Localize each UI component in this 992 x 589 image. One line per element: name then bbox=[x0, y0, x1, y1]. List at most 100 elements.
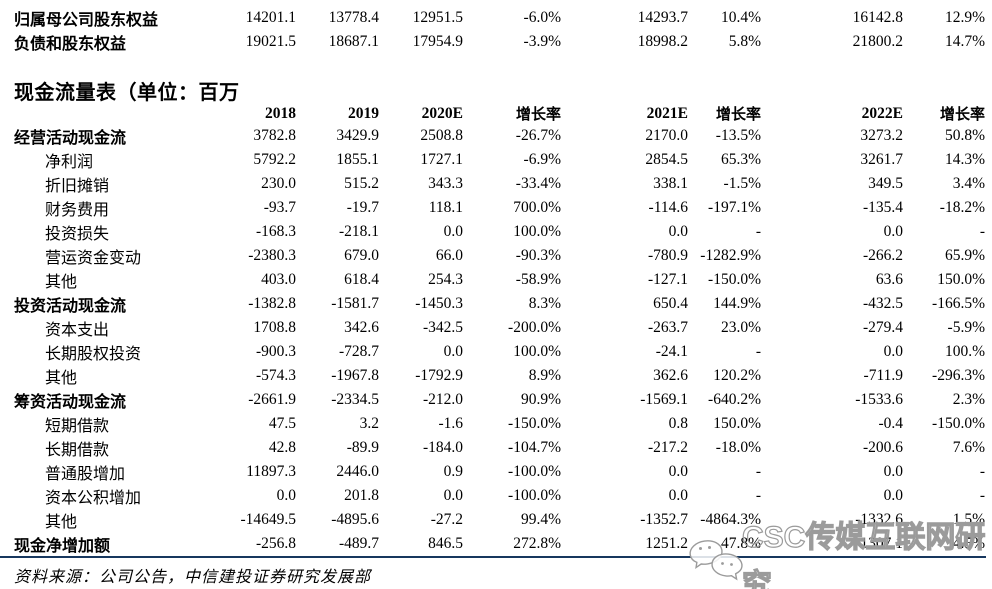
cell-value: -150.0% bbox=[932, 415, 985, 432]
cell-value: 65.3% bbox=[720, 151, 761, 168]
cell-value: 50.8% bbox=[944, 127, 985, 144]
cell-value: 0.0 bbox=[276, 487, 296, 504]
cell-value: -1792.9 bbox=[415, 367, 463, 384]
cell-value: -0.4 bbox=[878, 415, 903, 432]
cell-value: 2446.0 bbox=[336, 463, 379, 480]
row-label: 普通股增加 bbox=[45, 466, 126, 483]
cell-value: 42.8 bbox=[268, 439, 296, 456]
cell-value: 3.4% bbox=[952, 175, 985, 192]
cell-value: -1569.1 bbox=[640, 391, 688, 408]
cell-value: 66.0 bbox=[435, 247, 463, 264]
cell-value: -489.7 bbox=[338, 535, 379, 552]
table-row: 净利润 5792.2 1855.1 1727.1 -6.9% 2854.5 65.3% 326… bbox=[14, 148, 985, 172]
cell-value: 47.8% bbox=[720, 535, 761, 552]
cell-value: 7.6% bbox=[952, 439, 985, 456]
cell-value: -574.3 bbox=[255, 367, 296, 384]
row-label: 其他 bbox=[45, 274, 78, 291]
cell-value: 650.4 bbox=[653, 295, 688, 312]
row-label: 资本支出 bbox=[45, 322, 110, 339]
cell-value: -1352.7 bbox=[640, 511, 688, 528]
cell-value: 18998.2 bbox=[637, 33, 688, 50]
cell-value: 18687.1 bbox=[328, 33, 379, 50]
cell-value: -200.6 bbox=[862, 439, 903, 456]
source-footnote: 资料来源：公司公告，中信建投证券研究发展部 bbox=[14, 569, 372, 586]
cell-value: -2661.9 bbox=[248, 391, 296, 408]
row-label: 资本公积增加 bbox=[45, 490, 142, 507]
cell-value: 1708.8 bbox=[253, 319, 296, 336]
row-label: 投资损失 bbox=[45, 226, 110, 243]
cell-value: 272.8% bbox=[513, 535, 561, 552]
cell-value: 100.0% bbox=[513, 343, 561, 360]
table-row: 长期股权投资 -900.3 -728.7 0.0 100.0% -24.1 - 0.0 100.… bbox=[14, 340, 985, 364]
table-row: 短期借款 47.5 3.2 -1.6 -150.0% 0.8 150.0% -0.4 -150.… bbox=[14, 412, 985, 436]
cell-value: 5792.2 bbox=[253, 151, 296, 168]
cell-value: -5.9% bbox=[947, 319, 985, 336]
cell-value: 700.0% bbox=[513, 199, 561, 216]
cell-value: 150.0% bbox=[937, 271, 985, 288]
cell-value: 362.6 bbox=[653, 367, 688, 384]
cell-value: 2508.8 bbox=[420, 127, 463, 144]
cell-value: -266.2 bbox=[862, 247, 903, 264]
cell-value: -18.0% bbox=[715, 439, 761, 456]
row-label: 短期借款 bbox=[45, 418, 110, 435]
row-label: 其他 bbox=[45, 514, 78, 531]
cell-value: -640.2% bbox=[708, 391, 761, 408]
cell-value: 338.1 bbox=[653, 175, 688, 192]
cell-value: 63.6 bbox=[875, 271, 903, 288]
cell-value: -89.9 bbox=[346, 439, 379, 456]
cell-value: 2854.5 bbox=[645, 151, 688, 168]
row-label: 投资活动现金流 bbox=[14, 298, 127, 315]
cell-value: - bbox=[979, 487, 985, 504]
cell-value: 0.0 bbox=[668, 223, 688, 240]
table-row: 负债和股东权益 19021.5 18687.1 17954.9 -3.9% 18998.2… bbox=[14, 30, 985, 54]
cell-value: 150.0% bbox=[713, 415, 761, 432]
cell-value: -150.0% bbox=[508, 415, 561, 432]
cell-value: -1.6 bbox=[438, 415, 463, 432]
cell-value: -100.0% bbox=[508, 463, 561, 480]
cell-value: 120.2% bbox=[713, 367, 761, 384]
cell-value: 23.0% bbox=[720, 319, 761, 336]
cell-value: - bbox=[755, 343, 761, 360]
cell-value: -1533.6 bbox=[855, 391, 903, 408]
table-row: 长期借款 42.8 -89.9 -184.0 -104.7% -217.2 -18.0% -2… bbox=[14, 436, 985, 460]
cell-value: -90.3% bbox=[515, 247, 561, 264]
cash-flow-table: 2018 2019 2020E 增长率 2021E 增长率 2022E 增长率 经营活动现金流… bbox=[14, 103, 985, 556]
cell-value: 3261.7 bbox=[860, 151, 903, 168]
cell-value: 2.3% bbox=[952, 391, 985, 408]
cell-value: 0.8 bbox=[668, 415, 688, 432]
cell-value: - bbox=[755, 223, 761, 240]
cell-value: 11897.3 bbox=[246, 463, 296, 480]
column-header: 增长率 bbox=[939, 106, 985, 123]
table-row: 资本支出 1708.8 342.6 -342.5 -200.0% -263.7 23.0% -… bbox=[14, 316, 985, 340]
column-header: 增长率 bbox=[715, 106, 761, 123]
cell-value: 65.9% bbox=[944, 247, 985, 264]
cell-value: -2380.3 bbox=[248, 247, 296, 264]
table-row: 资本公积增加 0.0 201.8 0.0 -100.0% 0.0 - 0.0 - bbox=[14, 484, 985, 508]
column-header: 2021E bbox=[646, 104, 688, 122]
cell-value: -217.2 bbox=[647, 439, 688, 456]
cell-value: 14.7% bbox=[944, 33, 985, 50]
cell-value: 100.% bbox=[944, 343, 985, 360]
cell-value: 14293.7 bbox=[637, 9, 688, 26]
cell-value: 8.9% bbox=[528, 367, 561, 384]
cell-value: 0.0 bbox=[443, 223, 463, 240]
cell-value: -6.0% bbox=[523, 9, 561, 26]
cell-value: 0.0 bbox=[883, 463, 903, 480]
cell-value: -218.1 bbox=[338, 223, 379, 240]
table-row: 筹资活动现金流 -2661.9 -2334.5 -212.0 90.9% -1569.1 -… bbox=[14, 388, 985, 412]
column-header: 2018 bbox=[265, 104, 296, 122]
cell-value: 10.4% bbox=[720, 9, 761, 26]
cell-value: -212.0 bbox=[422, 391, 463, 408]
cell-value: 12951.5 bbox=[412, 9, 463, 26]
cell-value: 14.3% bbox=[944, 151, 985, 168]
cell-value: -27.2 bbox=[430, 511, 463, 528]
table-row: 普通股增加 11897.3 2446.0 0.9 -100.0% 0.0 - 0.0 - bbox=[14, 460, 985, 484]
cell-value: -711.9 bbox=[863, 367, 903, 384]
cell-value: - bbox=[755, 487, 761, 504]
cell-value: -13.5% bbox=[715, 127, 761, 144]
table-row: 折旧摊销 230.0 515.2 343.3 -33.4% 338.1 -1.5% 349.5… bbox=[14, 172, 985, 196]
cell-value: 90.9% bbox=[520, 391, 561, 408]
cell-value: -1332.6 bbox=[855, 511, 903, 528]
cell-value: -168.3 bbox=[255, 223, 296, 240]
